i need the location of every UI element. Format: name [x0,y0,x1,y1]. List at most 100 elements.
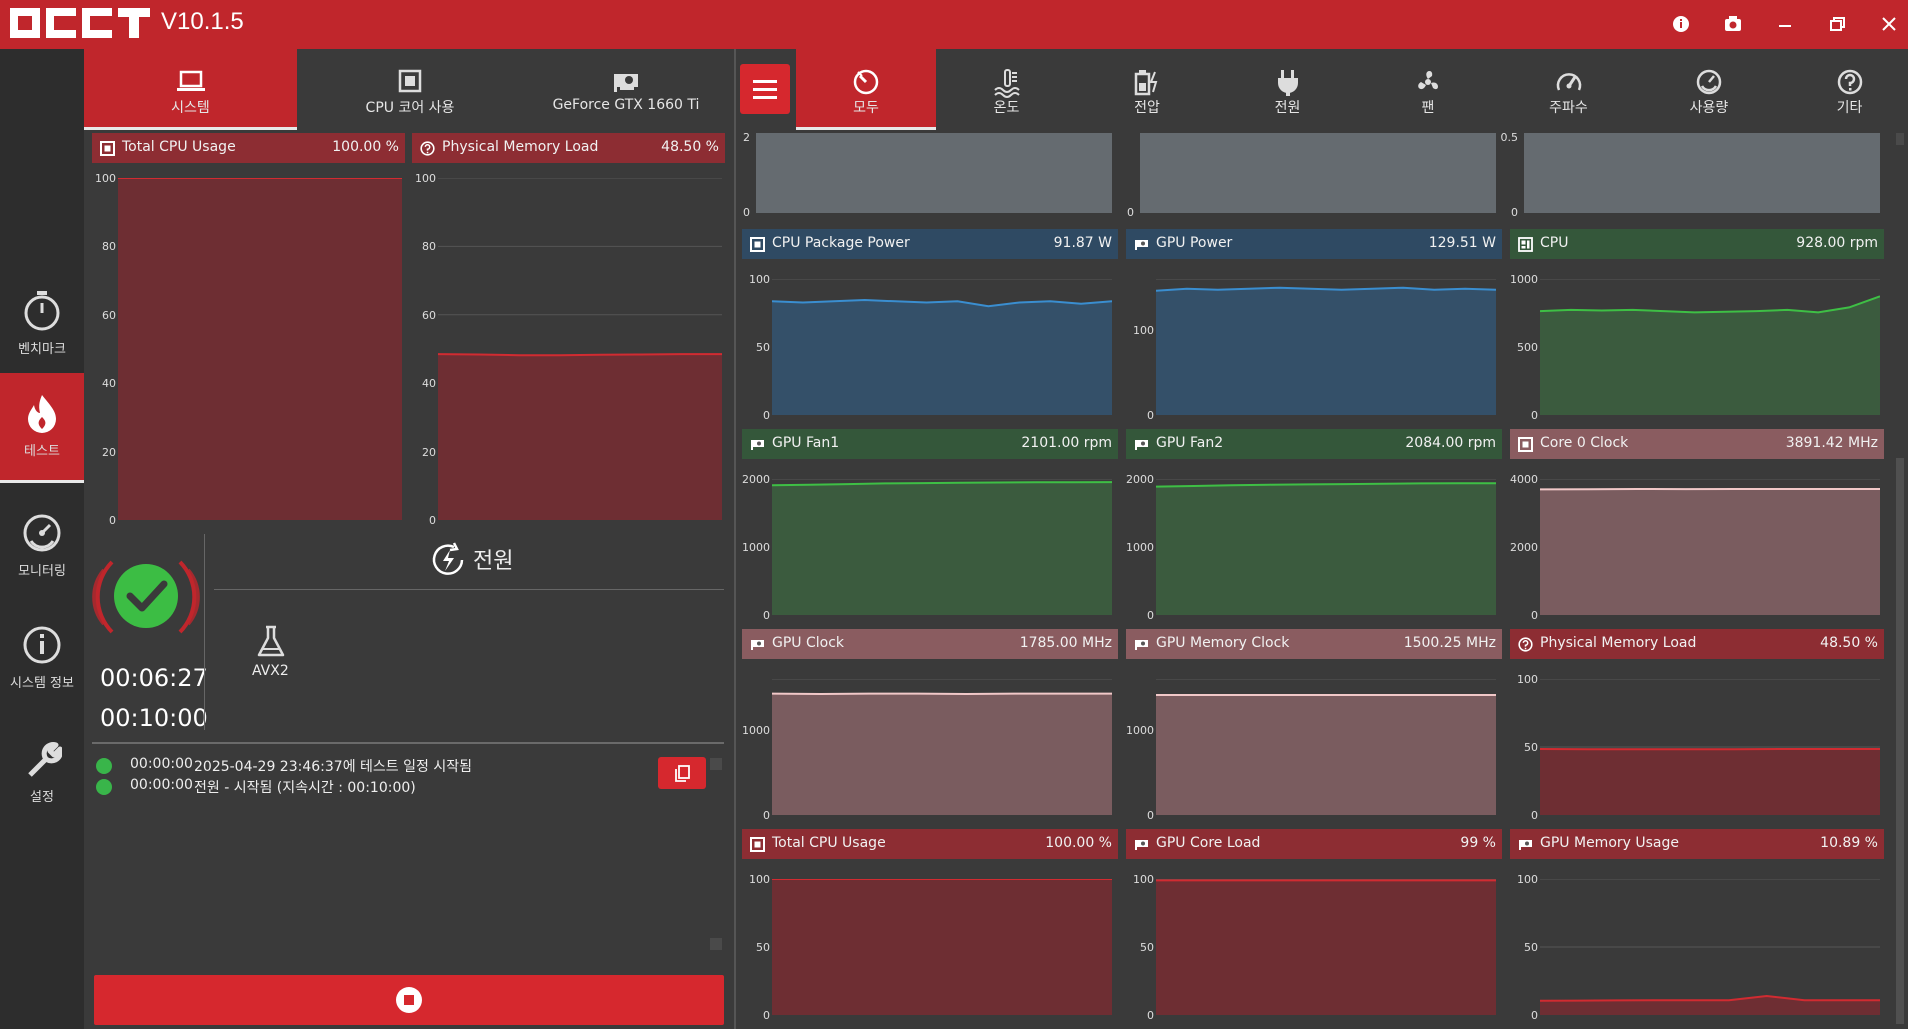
series-line [772,481,1112,487]
y-tick-label: 20 [422,445,436,459]
thermometer-icon [993,69,1020,98]
tab-label: GeForce GTX 1660 Ti [552,97,700,113]
y-tick-label: 50 [1524,941,1538,954]
chart-gpu-power [1156,279,1496,415]
minimize-button[interactable] [1768,10,1802,38]
series-line [1540,994,1880,1002]
tab-all[interactable]: 모두 [796,49,936,130]
wrench-icon [28,742,62,777]
tab-gpu[interactable]: GeForce GTX 1660 Ti [520,49,732,130]
y-tick-label: 60 [422,308,436,322]
nav-settings[interactable]: 설정 [0,719,84,827]
tab-cpu-core-usage[interactable]: CPU 코어 사용 [304,49,516,130]
y-tick-label: 20 [102,445,116,459]
nav-test[interactable]: 테스트 [0,373,84,483]
graph-value: 2084.00 rpm [1405,435,1496,451]
tab-plug[interactable]: 전원 [1218,49,1358,130]
y-tick-label: 0 [109,514,116,527]
graph-value: 100.00 % [332,139,399,155]
tab-thermometer[interactable]: 온도 [937,49,1077,130]
graph-header-gpu-fan2[interactable]: GPU Fan2 2084.00 rpm [1126,429,1502,459]
tab-usage-gauge[interactable]: 사용량 [1639,49,1779,130]
log-scroll-down[interactable] [710,938,722,950]
log-message: 전원 - 시작됨 (지속시간 : 00:10:00) [194,780,416,796]
panel-divider[interactable] [734,49,736,1029]
series-area [1156,695,1496,815]
partial-graph-plot [1524,133,1880,213]
log-scroll-up[interactable] [710,758,722,770]
series-area [1156,880,1496,1015]
battery-icon [1134,70,1158,96]
tab-label: 주파수 [1549,100,1588,116]
screenshot-button[interactable] [1716,10,1750,38]
log-message: 2025-04-29 23:46:37에 테스트 일정 시작됨 [194,759,472,775]
graphs-scrollbar-thumb[interactable] [1896,458,1904,1024]
stop-test-button[interactable] [94,975,724,1025]
graph-name: Core 0 Clock [1540,435,1629,451]
title-bar: V10.1.5 [0,0,1908,49]
nav-benchmark[interactable]: 벤치마크 [0,271,84,379]
graph-value: 48.50 % [661,139,719,155]
copy-log-button[interactable] [658,757,706,789]
graph-header-cpu[interactable]: CPU 928.00 rpm [1510,229,1884,259]
graph-header-total-cpu-usage[interactable]: Total CPU Usage 100.00 % [742,829,1118,859]
graph-name: CPU Package Power [772,235,910,251]
nav-label: 벤치마크 [18,342,66,357]
partial-graph-plot [1140,133,1496,213]
info-button[interactable] [1664,10,1698,38]
y-tick-label: 0 [763,409,770,422]
nav-monitoring[interactable]: 모니터링 [0,493,84,601]
graph-name: Physical Memory Load [1540,635,1697,651]
y-tick-label: 100 [1517,873,1538,886]
graph-value: 2101.00 rpm [1021,435,1112,451]
app-version: V10.1.5 [161,8,244,35]
tab-system[interactable]: 시스템 [84,49,297,130]
menu-button[interactable] [740,64,790,114]
cpu-icon [100,141,115,156]
test-duration: 00:10:00 [100,704,208,732]
series-area [772,300,1112,415]
graph-header-total-cpu-usage[interactable]: Total CPU Usage 100.00 % [92,133,405,163]
graph-name: Physical Memory Load [442,139,599,155]
graph-header-gpu-fan1[interactable]: GPU Fan1 2101.00 rpm [742,429,1118,459]
graph-header-cpu-package-power[interactable]: CPU Package Power 91.87 W [742,229,1118,259]
tab-fan[interactable]: 팬 [1358,49,1498,130]
graph-header-physical-memory-load[interactable]: Physical Memory Load 48.50 % [412,133,725,163]
graph-header-gpu-clock[interactable]: GPU Clock 1785.00 MHz [742,629,1118,659]
graph-header-physical-memory-load[interactable]: Physical Memory Load 48.50 % [1510,629,1884,659]
question-icon [1518,637,1533,652]
graph-header-gpu-power[interactable]: GPU Power 129.51 W [1126,229,1502,259]
close-button[interactable] [1872,10,1906,38]
restore-button[interactable] [1820,10,1854,38]
y-tick-label: 0 [1531,809,1538,822]
gpu-icon [751,640,764,650]
graph-name: GPU Power [1156,235,1233,251]
graph-header-gpu-memory-clock[interactable]: GPU Memory Clock 1500.25 MHz [1126,629,1502,659]
tab-battery[interactable]: 전압 [1077,49,1217,130]
nav-system-info[interactable]: 시스템 정보 [0,605,84,713]
scroll-up-arrow[interactable] [1896,133,1904,145]
graph-header-core-0-clock[interactable]: Core 0 Clock 3891.42 MHz [1510,429,1884,459]
elapsed-time: 00:06:27 [100,664,208,692]
graph-header-gpu-core-load[interactable]: GPU Core Load 99 % [1126,829,1502,859]
y-tick-label: 40 [422,377,436,391]
tab-label: 기타 [1836,100,1863,116]
chart-physical-memory-load [438,178,722,520]
tab-help[interactable]: 기타 [1780,49,1908,130]
chart-core-0-clock [1540,479,1880,615]
graph-name: CPU [1540,235,1569,251]
log-time: 00:00:00 [130,777,193,793]
chart-gpu-fan2 [1156,479,1496,615]
y-tick-label: 2000 [1126,473,1154,486]
graph-header-gpu-memory-usage[interactable]: GPU Memory Usage 10.89 % [1510,829,1884,859]
graph-name: GPU Core Load [1156,835,1261,851]
y-tick-label: 100 [1517,673,1538,686]
usage-gauge-icon [1696,69,1722,95]
series-line [772,298,1112,308]
occt-logo [10,8,150,38]
y-tick-label: 80 [102,240,116,254]
y-tick-label: 50 [1140,941,1154,954]
tab-speedometer[interactable]: 주파수 [1499,49,1639,130]
nav-label: 시스템 정보 [10,676,74,691]
speedometer-icon [1556,73,1581,91]
